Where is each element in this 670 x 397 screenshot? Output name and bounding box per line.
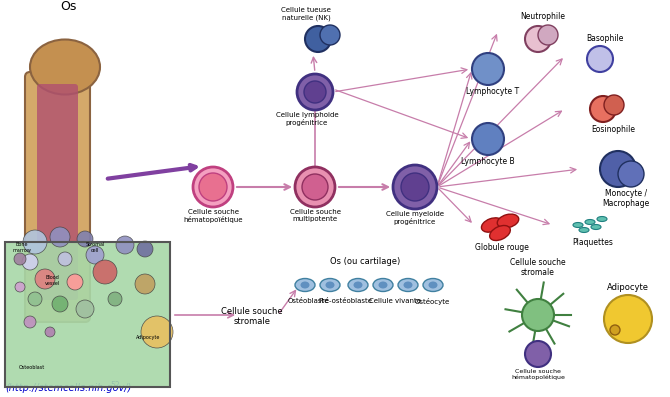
Text: Ostéocyte: Ostéocyte [414, 298, 450, 305]
Circle shape [193, 167, 233, 207]
Circle shape [590, 96, 616, 122]
Circle shape [141, 316, 173, 348]
Text: Globule rouge: Globule rouge [475, 243, 529, 252]
Ellipse shape [354, 281, 362, 289]
Text: Neutrophile: Neutrophile [521, 12, 565, 21]
Text: Cellule souche
hématopoïétique: Cellule souche hématopoïétique [511, 369, 565, 380]
Circle shape [135, 274, 155, 294]
Text: Lymphocyte T: Lymphocyte T [466, 87, 519, 96]
Circle shape [525, 341, 551, 367]
Text: Cellule souche
hématopoïétique: Cellule souche hématopoïétique [184, 209, 243, 223]
Text: Os (ou cartilage): Os (ou cartilage) [330, 257, 400, 266]
Text: Blood
vessel: Blood vessel [44, 275, 60, 286]
Circle shape [305, 26, 331, 52]
Text: Basophile: Basophile [586, 34, 624, 43]
Ellipse shape [398, 279, 418, 291]
Text: Cellule souche
stromale: Cellule souche stromale [510, 258, 565, 277]
Ellipse shape [30, 39, 100, 94]
Text: Osteoblast: Osteoblast [19, 365, 45, 370]
Circle shape [76, 300, 94, 318]
Ellipse shape [320, 279, 340, 291]
Circle shape [295, 167, 335, 207]
FancyBboxPatch shape [37, 84, 78, 300]
Circle shape [604, 95, 624, 115]
Circle shape [525, 26, 551, 52]
Ellipse shape [497, 214, 519, 228]
Text: Adipocyte: Adipocyte [607, 283, 649, 292]
Ellipse shape [591, 224, 601, 229]
Circle shape [22, 254, 38, 270]
Ellipse shape [597, 216, 607, 222]
Circle shape [587, 46, 613, 72]
Circle shape [52, 296, 68, 312]
Circle shape [86, 246, 104, 264]
Circle shape [23, 230, 47, 254]
Ellipse shape [379, 281, 387, 289]
Circle shape [108, 292, 122, 306]
Text: Adipocyte: Adipocyte [136, 335, 160, 340]
Circle shape [297, 74, 333, 110]
Text: Cellule vivante: Cellule vivante [369, 298, 421, 304]
Ellipse shape [295, 279, 315, 291]
Ellipse shape [579, 227, 589, 233]
Ellipse shape [482, 218, 502, 232]
Text: (http://stemcells.nih.gov/): (http://stemcells.nih.gov/) [5, 383, 131, 393]
Text: Pré-ostéoblaste: Pré-ostéoblaste [318, 298, 372, 304]
Circle shape [93, 260, 117, 284]
Circle shape [304, 81, 326, 103]
Ellipse shape [348, 279, 368, 291]
Ellipse shape [423, 279, 443, 291]
Bar [5, 242, 170, 387]
Circle shape [199, 173, 227, 201]
Ellipse shape [301, 281, 310, 289]
Circle shape [538, 25, 558, 45]
Circle shape [302, 174, 328, 200]
Circle shape [35, 269, 55, 289]
Text: Cellule souche
multipotente: Cellule souche multipotente [289, 209, 340, 222]
Circle shape [45, 327, 55, 337]
Circle shape [600, 151, 636, 187]
Circle shape [67, 274, 83, 290]
Text: Ostéoblaste: Ostéoblaste [287, 298, 329, 304]
Circle shape [28, 292, 42, 306]
Text: Plaquettes: Plaquettes [573, 238, 614, 247]
Ellipse shape [326, 281, 334, 289]
Ellipse shape [403, 281, 413, 289]
Ellipse shape [490, 225, 511, 241]
Circle shape [58, 252, 72, 266]
Circle shape [393, 165, 437, 209]
Circle shape [116, 236, 134, 254]
Text: Eosinophile: Eosinophile [591, 125, 635, 134]
Circle shape [24, 316, 36, 328]
Circle shape [618, 161, 644, 187]
Text: Cellule tueuse
naturelle (NK): Cellule tueuse naturelle (NK) [281, 8, 331, 21]
Text: Os: Os [60, 0, 76, 13]
Ellipse shape [373, 279, 393, 291]
Text: Cellule myeloide
progénitrice: Cellule myeloide progénitrice [386, 211, 444, 225]
Circle shape [137, 241, 153, 257]
Circle shape [472, 53, 504, 85]
Circle shape [610, 325, 620, 335]
Circle shape [522, 299, 554, 331]
Circle shape [50, 227, 70, 247]
Text: Monocyte /
Macrophage: Monocyte / Macrophage [602, 189, 650, 208]
Ellipse shape [429, 281, 438, 289]
Circle shape [604, 295, 652, 343]
Circle shape [77, 231, 93, 247]
Text: Lymphocyte B: Lymphocyte B [461, 157, 515, 166]
Circle shape [14, 253, 26, 265]
Circle shape [320, 25, 340, 45]
FancyBboxPatch shape [25, 72, 90, 322]
Circle shape [15, 282, 25, 292]
Text: Cellule lymphoide
progénitrice: Cellule lymphoide progénitrice [275, 112, 338, 126]
Circle shape [472, 123, 504, 155]
Text: Bone
marrow: Bone marrow [13, 242, 31, 253]
Text: 52: 52 [110, 381, 120, 390]
Text: Stromal
cell: Stromal cell [85, 242, 105, 253]
Text: Cellule souche
stromale: Cellule souche stromale [221, 307, 283, 326]
Ellipse shape [585, 220, 595, 224]
Circle shape [401, 173, 429, 201]
Ellipse shape [573, 222, 583, 227]
